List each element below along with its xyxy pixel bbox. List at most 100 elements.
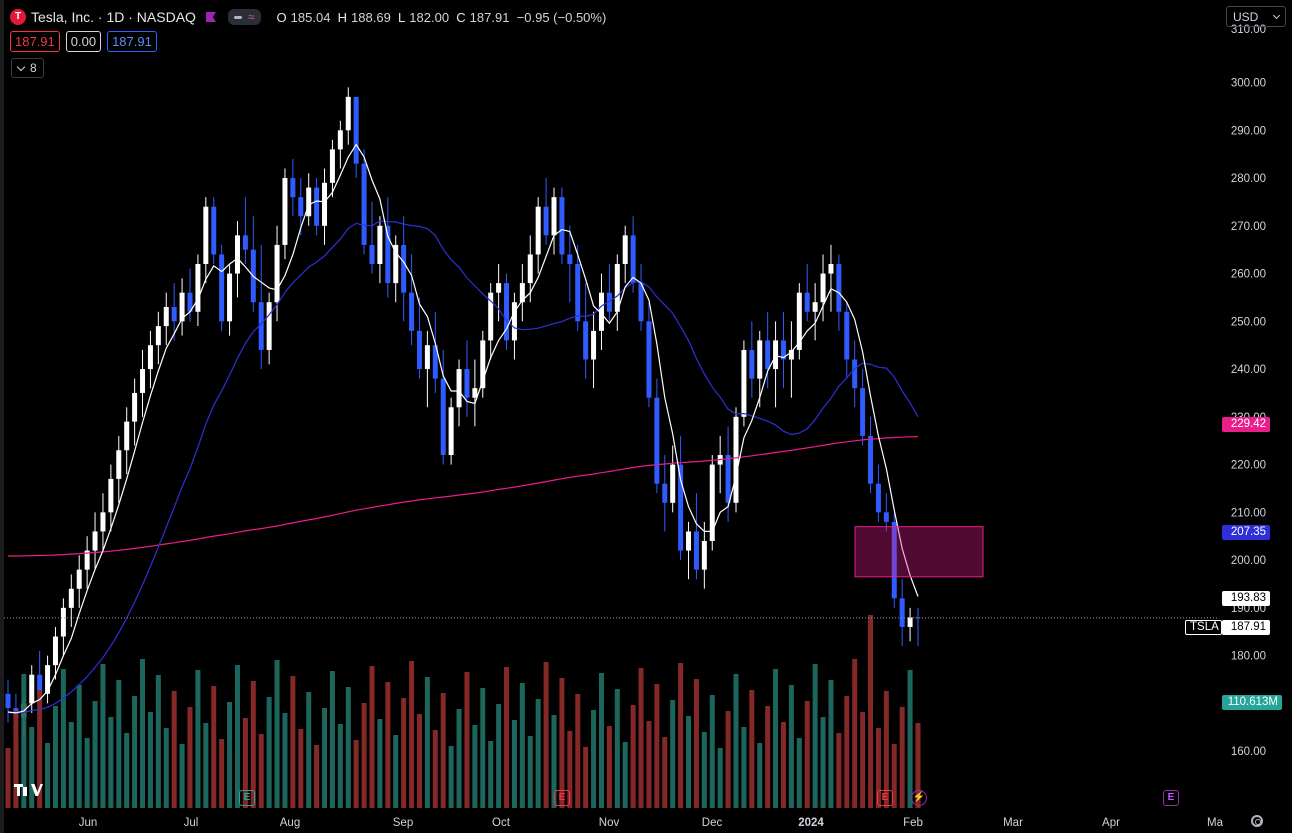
candle-body	[511, 302, 517, 341]
volume-bar	[488, 741, 494, 808]
candle-body	[773, 340, 779, 370]
ask-badge[interactable]: 187.91	[107, 31, 157, 52]
candle-body	[709, 464, 715, 541]
volume-bar	[234, 665, 240, 808]
volume-bar	[678, 663, 684, 808]
volume-bar	[693, 679, 699, 808]
ma5-line	[7, 143, 919, 714]
price-axis-tick: 220.00	[1231, 460, 1266, 472]
candle-body	[654, 397, 660, 484]
candle-body	[52, 636, 58, 666]
volume-bar	[108, 717, 114, 808]
volume-bar	[440, 693, 446, 808]
volume-bar	[535, 699, 541, 808]
candle-body	[551, 197, 557, 236]
volume-bar	[345, 687, 351, 808]
volume-bar	[179, 744, 185, 808]
volume-bar	[211, 686, 217, 808]
volume-bar	[875, 728, 881, 808]
candle-body	[780, 340, 786, 360]
flag-icon[interactable]	[205, 12, 216, 22]
currency-select[interactable]: USD	[1226, 6, 1286, 27]
bid-badge[interactable]: 187.91	[10, 31, 60, 52]
wave-icon: ≈	[247, 10, 255, 24]
earnings-event-icon[interactable]: E	[877, 790, 893, 806]
low-value: 182.00	[409, 9, 450, 25]
candle-body	[543, 206, 549, 236]
tradingview-logo-icon[interactable]	[13, 782, 43, 798]
candle-body	[179, 292, 185, 322]
candle-body	[322, 182, 328, 226]
candle-body	[314, 187, 320, 226]
volume-bar	[551, 715, 557, 808]
volume-bar	[195, 670, 201, 808]
indicator-visibility-pill[interactable]: ≈	[227, 9, 261, 25]
time-axis-label: Jun	[79, 817, 98, 829]
volume-bar	[717, 748, 723, 808]
volume-bar	[804, 701, 810, 808]
volume-bar	[812, 664, 818, 808]
earnings-event-icon[interactable]: E	[1163, 790, 1179, 806]
change-value: −0.95 (−0.50%)	[516, 9, 607, 25]
volume-bar	[464, 672, 470, 808]
volume-bar	[559, 678, 565, 808]
candle-body	[345, 96, 351, 131]
candle-body	[504, 283, 510, 341]
volume-bar	[527, 736, 533, 808]
volume-bar	[60, 669, 66, 808]
time-axis-label: Oct	[492, 817, 511, 829]
volume-bar	[5, 748, 11, 808]
volume-bar	[670, 700, 676, 808]
volume-bar	[472, 725, 478, 808]
indicators-toggle-button[interactable]: 8	[11, 58, 44, 78]
candle-body	[258, 302, 264, 350]
candle-body	[37, 674, 43, 694]
candle-body	[622, 235, 628, 265]
volume-bar	[227, 702, 233, 808]
symbol-title[interactable]: Tesla, Inc. · 1D · NASDAQ	[31, 9, 196, 25]
earnings-event-icon[interactable]: E	[554, 790, 570, 806]
candle-body	[187, 292, 193, 312]
candle-body	[29, 674, 35, 704]
candle-body	[804, 292, 810, 312]
price-axis-tick: 210.00	[1231, 507, 1266, 519]
volume-bar	[773, 669, 779, 808]
volume-bar	[29, 727, 35, 808]
volume-bar	[314, 745, 320, 808]
volume-bar	[860, 712, 866, 808]
candle-body	[765, 340, 771, 370]
open-value: 185.04	[290, 9, 331, 25]
volume-bar	[147, 712, 153, 808]
time-axis-label: Jul	[184, 817, 199, 829]
candle-body	[369, 244, 375, 265]
volume-bar	[155, 675, 161, 808]
price-axis-tick: 260.00	[1231, 269, 1266, 281]
candle-body	[219, 254, 225, 322]
price-axis-tick: 200.00	[1231, 555, 1266, 567]
symbol-tag: TSLA	[1185, 620, 1222, 635]
volume-bar	[788, 685, 794, 808]
candle-body	[448, 407, 454, 456]
price-axis-tick: 310.00	[1231, 24, 1266, 36]
candle-body	[464, 369, 470, 398]
candle-body	[733, 416, 739, 503]
volume-bar	[456, 709, 462, 808]
price-axis-tick: 180.00	[1231, 651, 1266, 663]
volume-bar	[733, 674, 739, 808]
volume-bar	[68, 722, 74, 808]
candle-body	[163, 306, 169, 327]
earnings-event-icon[interactable]: E	[239, 790, 255, 806]
ma200-price-tag: 229.42	[1222, 417, 1270, 432]
volume-bar	[187, 707, 193, 808]
candle-body	[242, 235, 248, 250]
volume-bar	[852, 659, 858, 808]
chart-settings-gear-icon[interactable]	[1251, 815, 1263, 827]
dividend-lightning-icon[interactable]: ⚡	[911, 790, 927, 806]
candle-body	[147, 345, 153, 370]
volume-bar	[820, 717, 826, 808]
candle-body	[836, 264, 842, 312]
candle-body	[60, 607, 66, 637]
volume-bar	[84, 738, 90, 808]
